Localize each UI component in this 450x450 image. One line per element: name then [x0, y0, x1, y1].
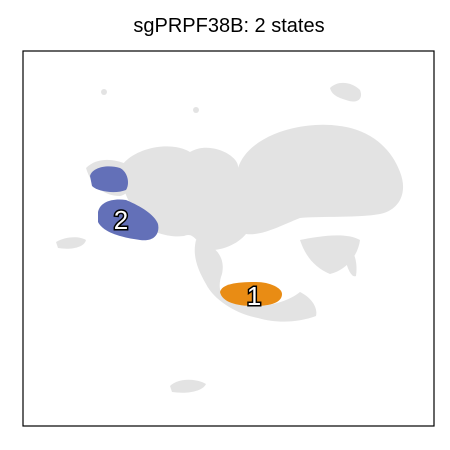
plot-area: 2 1	[56, 82, 404, 393]
state-2-main-cluster	[98, 199, 159, 241]
state-1-cluster	[220, 282, 282, 306]
cluster-right-strand	[300, 235, 360, 274]
cluster-right-tail	[346, 248, 357, 277]
cell-speck	[101, 89, 107, 95]
chart-title: sgPRPF38B: 2 states	[133, 15, 324, 37]
cluster-bottom-small	[170, 379, 206, 393]
cell-speck	[193, 107, 199, 113]
cluster-left-small	[56, 237, 86, 249]
cell-speck	[259, 155, 265, 161]
cluster-lower-strand	[194, 240, 317, 322]
state-2-cells	[90, 166, 159, 241]
state-2-upper-cluster	[90, 166, 128, 193]
plot-frame	[22, 50, 435, 427]
background-cells	[56, 82, 404, 393]
state-2-label: 2	[114, 205, 128, 235]
cluster-top-small	[330, 82, 362, 102]
state-1-label: 1	[247, 281, 261, 311]
state-1-cells	[220, 282, 282, 306]
cluster-main	[120, 124, 404, 251]
